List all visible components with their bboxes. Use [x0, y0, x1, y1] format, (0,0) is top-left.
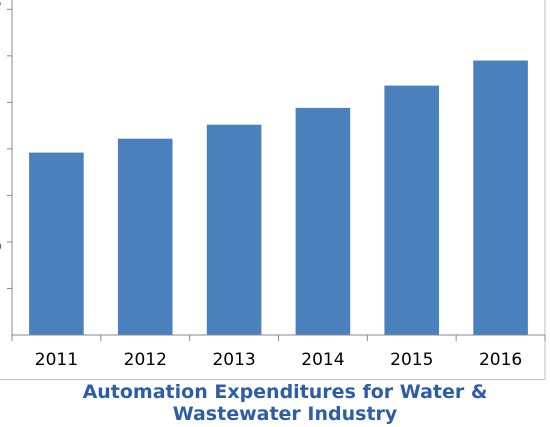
bars: [29, 60, 528, 336]
bar-chart-svg: y o 2011 2012 2013 2014 2015 2016: [0, 0, 546, 380]
cropped-label-left: o: [0, 239, 2, 254]
bar-2013: [206, 124, 262, 335]
cropped-label-top: y: [0, 0, 2, 14]
chart-title: Automation Expenditures for Water & Wast…: [82, 381, 488, 425]
x-tick-label-2016: 2016: [479, 350, 522, 370]
x-tick-label-2014: 2014: [301, 350, 344, 370]
x-tick-label-2012: 2012: [124, 350, 167, 370]
bar-2014: [295, 107, 351, 336]
bar-2012: [117, 138, 173, 335]
x-axis: 2011 2012 2013 2014 2015 2016: [11, 334, 546, 370]
bar-2011: [29, 152, 84, 335]
y-axis: [7, 0, 13, 335]
bar-2015: [384, 85, 439, 335]
x-tick-label-2015: 2015: [390, 350, 433, 370]
x-tick-label-2011: 2011: [35, 350, 78, 370]
bar-2016: [473, 60, 528, 335]
x-tick-label-2013: 2013: [212, 350, 255, 370]
